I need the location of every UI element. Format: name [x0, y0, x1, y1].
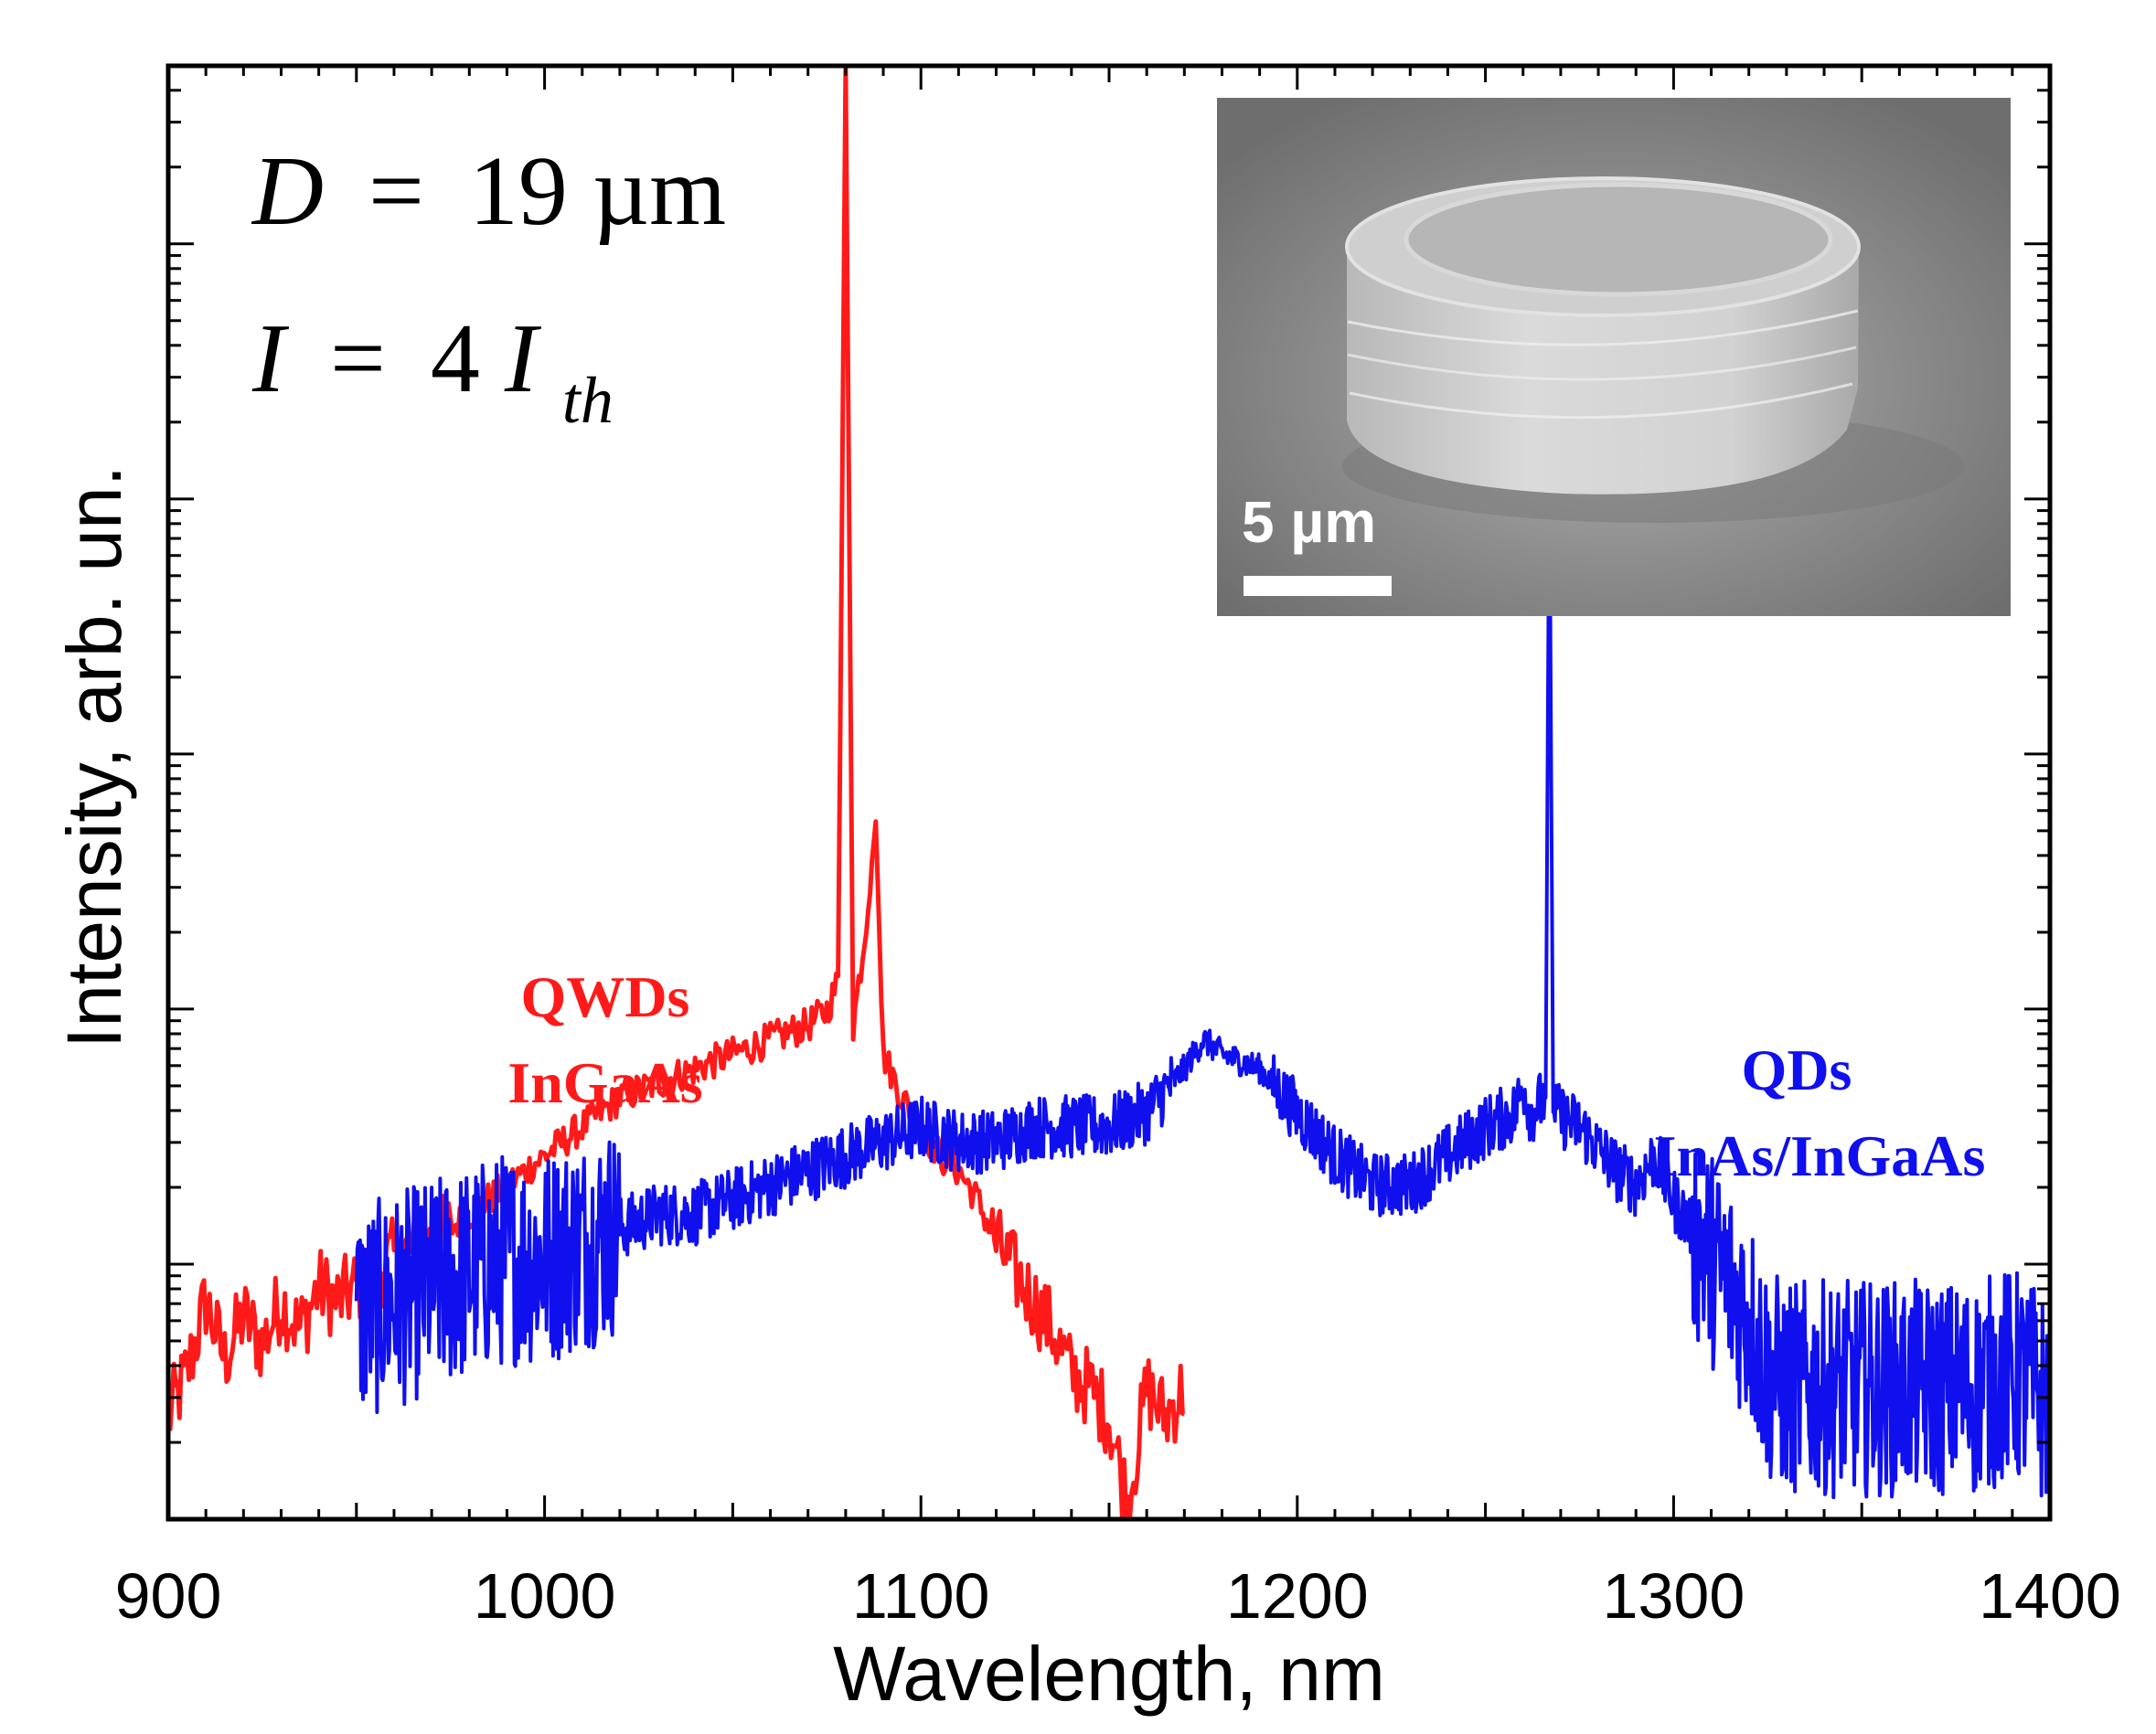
pillar-top-disk	[1404, 182, 1833, 297]
qwd-label-line1: QWDs	[521, 964, 690, 1029]
tick-layer: 900 1000 1100 1200 1300 1400	[115, 66, 2121, 1632]
diameter-annotation: D = 19 µm	[251, 137, 726, 246]
pillar-side	[1347, 247, 1859, 495]
pillar-layer-line	[1347, 346, 1857, 381]
series-line-qd	[354, 456, 2050, 1500]
diameter-value: 19 µm	[469, 137, 726, 246]
series-line-qwd	[168, 66, 1186, 1519]
x-tick-label: 900	[115, 1560, 222, 1632]
x-tick-label: 1300	[1603, 1560, 1745, 1632]
current-relation: =	[330, 304, 386, 413]
diameter-symbol: D	[251, 137, 324, 246]
x-tick-label: 1100	[852, 1560, 990, 1632]
x-tick-label: 1200	[1226, 1560, 1369, 1632]
current-annotation: I = 4 I th	[251, 304, 614, 437]
series-layer	[168, 66, 2050, 1519]
current-multiplier: 4	[431, 304, 480, 413]
pillar-layer-line	[1349, 382, 1853, 420]
y-axis-label: Intensity, arb. un.	[51, 465, 137, 1048]
x-tick-label: 1400	[1979, 1560, 2121, 1632]
diameter-relation: =	[368, 137, 424, 246]
sem-inset: 5 µm	[1217, 98, 2011, 616]
qwd-label-line2: InGaAs	[507, 1050, 702, 1115]
scale-bar-label: 5 µm	[1242, 489, 1376, 555]
qd-label-line1: QDs	[1742, 1037, 1852, 1102]
scale-bar	[1243, 576, 1392, 596]
x-axis-label: Wavelength, nm	[833, 1631, 1385, 1717]
x-tick-label: 1000	[474, 1560, 616, 1632]
pillar-layer-line	[1347, 309, 1859, 346]
qd-label-line2: InAs/InGaAs	[1654, 1123, 1986, 1188]
current-base: I	[504, 304, 542, 413]
current-subscript: th	[562, 364, 614, 437]
current-symbol: I	[251, 304, 290, 413]
